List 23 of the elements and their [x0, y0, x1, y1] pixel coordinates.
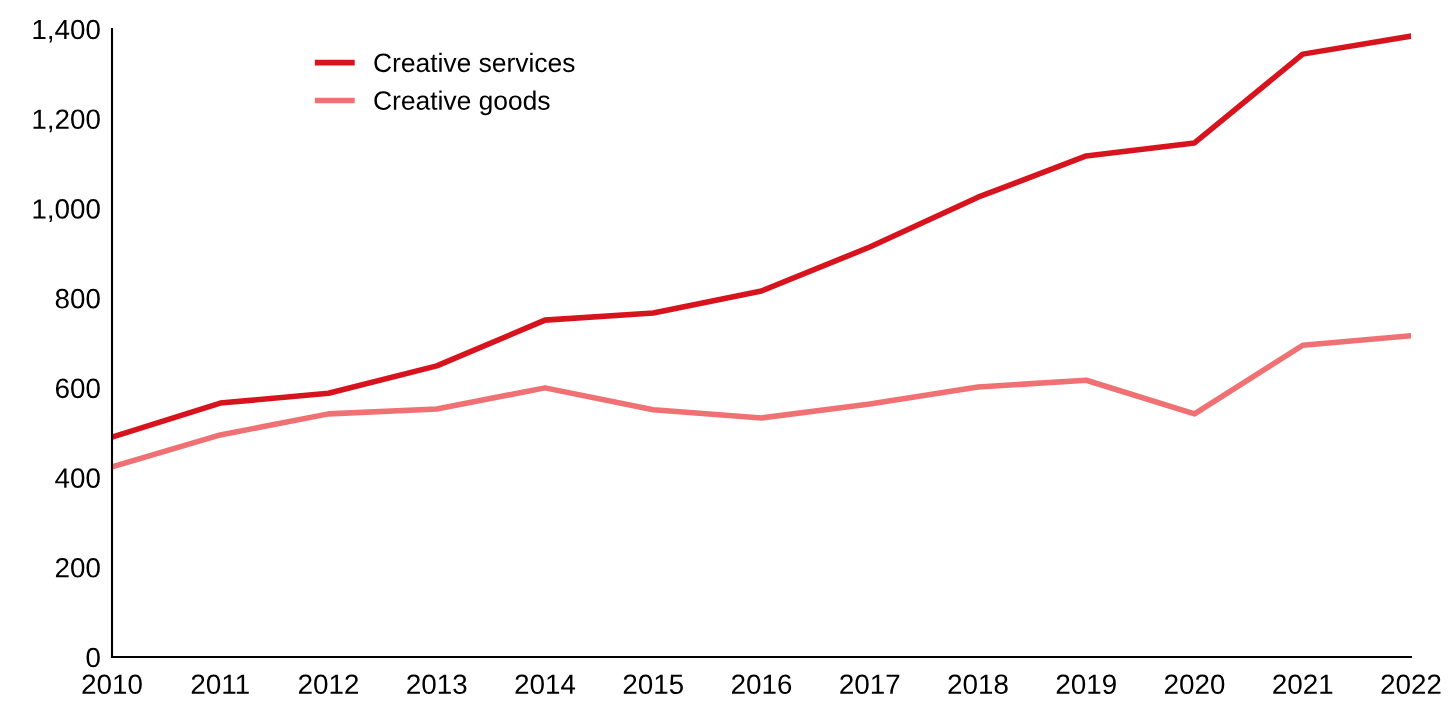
x-tick-label: 2011 — [191, 674, 249, 695]
x-tick-label: 2017 — [840, 674, 900, 695]
y-tick-label: 400 — [55, 468, 100, 488]
x-tick-label: 2014 — [515, 674, 576, 695]
x-tick-label: 2015 — [623, 674, 683, 695]
x-tick-label: 2018 — [948, 674, 1008, 695]
x-tick-label: 2013 — [407, 674, 467, 695]
y-tick-label: 800 — [55, 288, 100, 309]
x-tick-label: 2021 — [1273, 674, 1333, 695]
x-tick-label: 2019 — [1056, 674, 1116, 695]
y-tick-label: 600 — [55, 378, 100, 399]
legend-label: Creative goods — [374, 90, 550, 116]
y-tick-label: 1,200 — [33, 109, 100, 133]
x-tick-label: 2010 — [82, 674, 142, 695]
x-tick-label: 2022 — [1381, 674, 1441, 695]
y-tick-label: 0 — [86, 647, 100, 668]
legend-label: Creative services — [374, 52, 575, 73]
x-tick-label: 2020 — [1165, 674, 1225, 695]
x-tick-label: 2012 — [299, 674, 359, 695]
y-tick-label: 200 — [55, 557, 100, 578]
x-tick-label: 2016 — [732, 674, 792, 695]
y-tick-label: 1,400 — [33, 19, 100, 43]
y-tick-label: 1,000 — [33, 199, 100, 223]
